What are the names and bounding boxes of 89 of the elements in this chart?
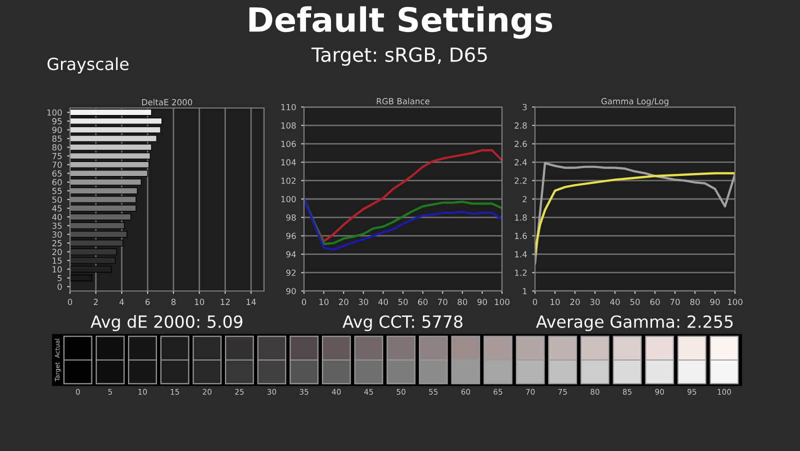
text: Grayscale: [48, 57, 129, 74]
x-tick-label: 30: [358, 298, 368, 306]
y-tick-label: 2.6: [514, 140, 527, 148]
bar: [70, 126, 161, 134]
x-tick-label: 10: [550, 298, 560, 306]
y-tick-label: 45: [52, 205, 62, 212]
bar: [70, 144, 152, 151]
y-tick-label: 1.8: [515, 214, 527, 221]
x-tick-label: 6: [146, 298, 150, 306]
x-tick-label: 50: [630, 298, 640, 306]
x-tick-label: 50: [398, 298, 408, 306]
x-tick-label: 4: [119, 298, 124, 305]
y-tick-label: 0: [58, 284, 62, 290]
y-tick-label: 2.2: [514, 178, 527, 184]
y-tick-label: 15: [52, 258, 62, 264]
y-tick-label: 110: [281, 104, 296, 110]
chart-title: RGB Balance: [376, 98, 430, 104]
x-tick-label: 60: [650, 298, 660, 306]
x-tick-label: 100: [494, 298, 510, 306]
y-tick-label: 100: [281, 196, 296, 202]
y-tick-label: 25: [52, 240, 62, 246]
text: Target: sRGB, D65: [311, 47, 487, 66]
x-tick-label: 30: [590, 298, 600, 306]
y-tick-label: 1.4: [515, 251, 527, 258]
chart-title: Gamma Log/Log: [601, 98, 668, 106]
x-tick-label: 20: [338, 298, 348, 306]
y-tick-label: 1: [522, 288, 527, 294]
x-tick-label: 100: [728, 298, 742, 306]
y-tick-label: 65: [52, 170, 62, 177]
x-tick-label: 20: [570, 298, 580, 306]
y-tick-label: 50: [52, 196, 62, 203]
x-tick-label: 80: [458, 298, 468, 306]
x-tick-label: 8: [171, 298, 176, 306]
y-tick-label: 40: [52, 214, 62, 220]
y-tick-label: 90: [286, 288, 296, 294]
y-tick-label: 20: [52, 248, 62, 256]
y-tick-label: 70: [52, 162, 62, 168]
y-tick-label: 95: [52, 118, 62, 124]
y-tick-label: 5: [58, 275, 62, 282]
y-tick-label: 80: [52, 144, 62, 150]
y-tick-label: 85: [52, 135, 62, 142]
bar: [70, 257, 116, 264]
x-tick-label: 40: [610, 298, 620, 306]
y-tick-label: 94: [286, 251, 296, 258]
y-tick-label: 100: [47, 109, 62, 116]
y-tick-label: 106: [281, 140, 296, 148]
x-tick-label: 60: [418, 298, 428, 306]
y-tick-label: 2: [522, 196, 527, 202]
x-axis-title: Avg dE 2000: 5.09: [90, 315, 242, 332]
y-tick-label: 2.8: [514, 122, 527, 129]
x-tick-label: 90: [477, 298, 487, 306]
y-tick-label: 3: [522, 104, 527, 110]
line-series: [535, 162, 735, 265]
y-tick-label: 35: [52, 222, 62, 229]
bar: [70, 248, 117, 256]
y-tick-label: 90: [52, 126, 62, 134]
bar: [70, 135, 158, 142]
y-tick-label: 96: [286, 232, 296, 240]
y-tick-label: 30: [52, 231, 62, 238]
text: Default Settings: [249, 6, 552, 39]
x-tick-label: 0: [532, 298, 538, 306]
y-tick-label: 10: [52, 266, 62, 272]
line-series: [535, 172, 735, 256]
x-tick-label: 12: [220, 298, 230, 305]
x-tick-label: 14: [246, 298, 256, 305]
x-tick-label: 70: [670, 298, 680, 306]
x-tick-label: 70: [438, 298, 448, 306]
x-tick-label: 0: [302, 298, 306, 306]
x-tick-label: 80: [690, 298, 700, 306]
x-tick-label: 90: [710, 298, 720, 306]
y-tick-label: 1.6: [515, 232, 527, 240]
x-tick-label: 40: [378, 298, 388, 306]
y-tick-label: 92: [286, 270, 296, 276]
x-axis-title: Avg CCT: 5778: [342, 315, 462, 332]
x-tick-label: 10: [319, 298, 329, 306]
y-tick-label: 75: [52, 153, 62, 160]
x-tick-label: 2: [94, 298, 98, 305]
x-tick-label: 10: [194, 298, 204, 306]
y-tick-label: 108: [281, 122, 296, 129]
x-tick-label: 0: [68, 298, 72, 306]
chart-title: DeltaE 2000: [142, 98, 192, 106]
y-tick-label: 2.4: [514, 159, 527, 166]
y-tick-label: 55: [52, 188, 62, 194]
x-axis-title: Average Gamma: 2.255: [536, 315, 733, 332]
y-tick-label: 98: [286, 214, 296, 221]
y-tick-label: 104: [281, 159, 296, 166]
y-tick-label: 102: [281, 178, 296, 184]
y-tick-label: 60: [52, 179, 62, 186]
y-tick-label: 1.2: [515, 270, 527, 276]
